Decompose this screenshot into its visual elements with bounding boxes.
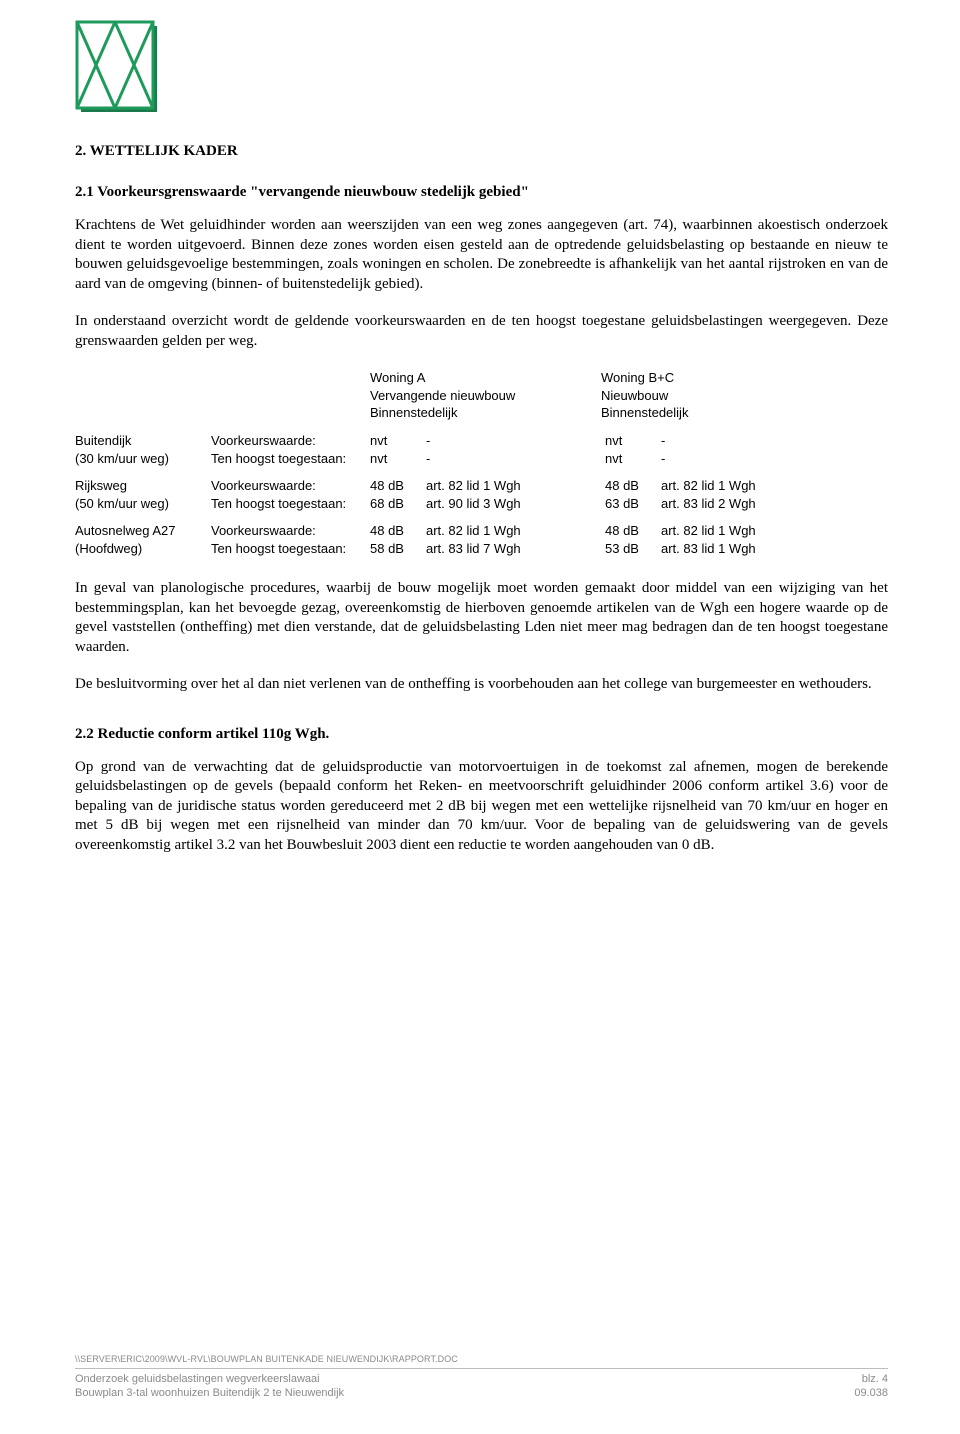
footer-right-1: blz. 4 [862,1372,888,1386]
page-footer: \\SERVER\ERIC\2009\WVL-RVL\BOUWPLAN BUIT… [75,1354,888,1400]
table-header-col-b: Woning B+C Nieuwbouw Binnenstedelijk [601,369,773,422]
footer-left-2: Bouwplan 3-tal woonhuizen Buitendijk 2 t… [75,1386,344,1400]
table-header-col-a: Woning A Vervangende nieuwbouw Binnenste… [370,369,597,422]
limits-table: Woning A Vervangende nieuwbouw Binnenste… [75,369,888,557]
paragraph: De besluitvorming over het al dan niet v… [75,675,888,695]
heading-2-2: 2.2 Reductie conform artikel 110g Wgh. [75,725,888,744]
footer-rule [75,1368,888,1369]
heading-2-1: 2.1 Voorkeursgrenswaarde "vervangende ni… [75,183,888,202]
table-group: Autosnelweg A27 Voorkeurswaarde: 48 dB a… [75,522,888,557]
table-group: Rijksweg Voorkeurswaarde: 48 dB art. 82 … [75,477,888,512]
paragraph: In geval van planologische procedures, w… [75,579,888,657]
paragraph: Op grond van de verwachting dat de gelui… [75,758,888,856]
logo-icon [75,20,161,122]
table-group: Buitendijk Voorkeurswaarde: nvt - nvt - … [75,432,888,467]
footer-left-1: Onderzoek geluidsbelastingen wegverkeers… [75,1372,320,1386]
content: 2. WETTELIJK KADER 2.1 Voorkeursgrenswaa… [75,42,888,855]
heading-1: 2. WETTELIJK KADER [75,142,888,161]
footer-right-2: 09.038 [854,1386,888,1400]
page: 2. WETTELIJK KADER 2.1 Voorkeursgrenswaa… [0,0,960,1434]
footer-path: \\SERVER\ERIC\2009\WVL-RVL\BOUWPLAN BUIT… [75,1354,888,1366]
paragraph: In onderstaand overzicht wordt de gelden… [75,312,888,351]
table-header-row: Woning A Vervangende nieuwbouw Binnenste… [75,369,888,422]
paragraph: Krachtens de Wet geluidhinder worden aan… [75,216,888,294]
